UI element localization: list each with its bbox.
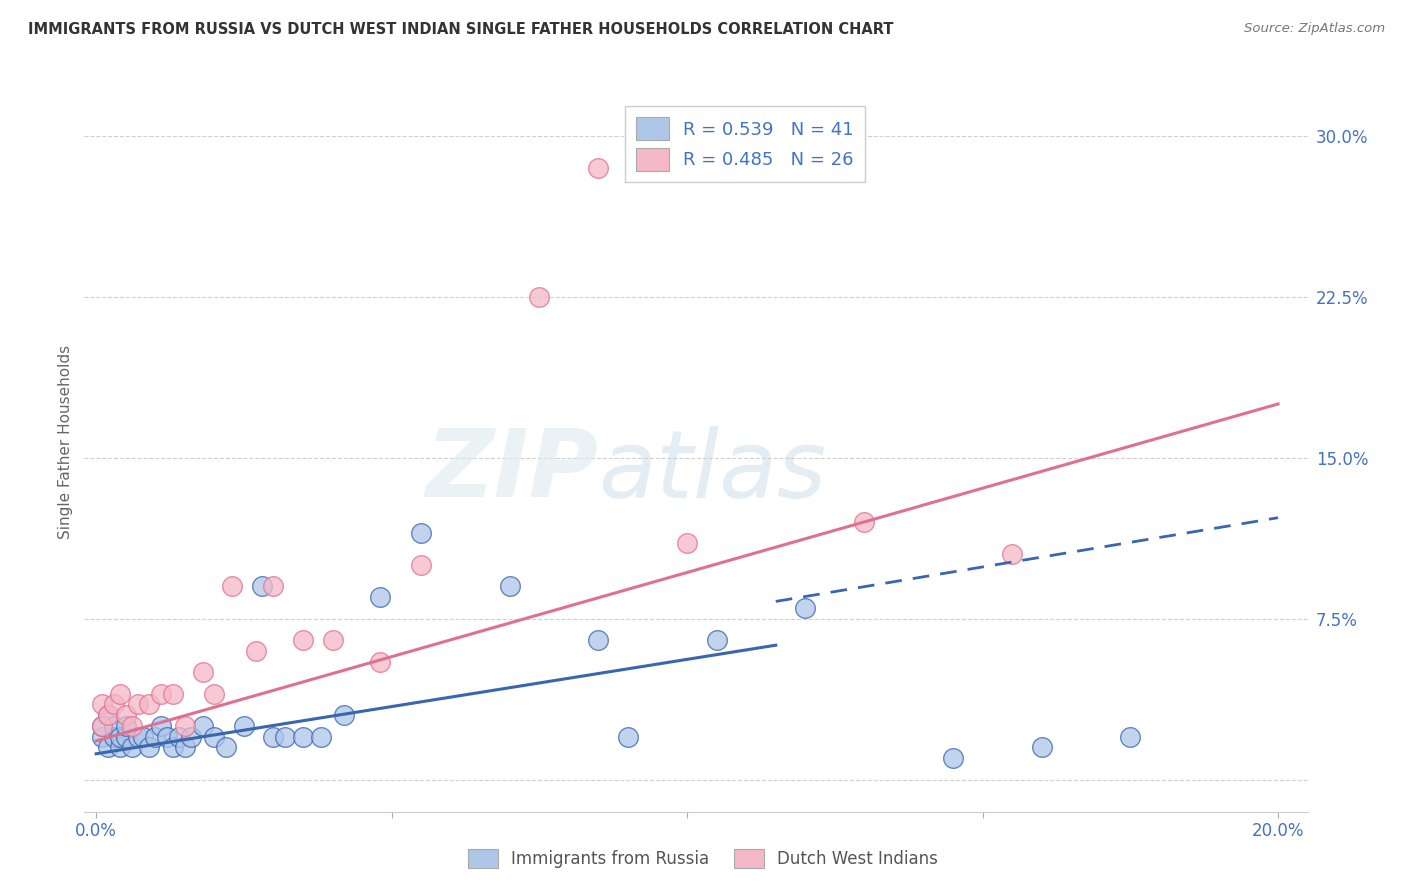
Dutch West Indians [368, 655, 391, 669]
Immigrants from Russia [309, 730, 332, 744]
Dutch West Indians [108, 687, 131, 701]
Immigrants from Russia [103, 730, 125, 744]
Dutch West Indians [173, 719, 195, 733]
Dutch West Indians [262, 579, 284, 593]
Immigrants from Russia [108, 730, 131, 744]
Immigrants from Russia [162, 740, 184, 755]
Dutch West Indians [114, 708, 136, 723]
Immigrants from Russia [121, 740, 143, 755]
Immigrants from Russia [91, 730, 114, 744]
Immigrants from Russia [588, 633, 610, 648]
Dutch West Indians [411, 558, 433, 572]
Immigrants from Russia [368, 590, 391, 604]
Immigrants from Russia [108, 740, 131, 755]
Immigrants from Russia [132, 730, 155, 744]
Immigrants from Russia [794, 600, 817, 615]
Immigrants from Russia [215, 740, 238, 755]
Immigrants from Russia [274, 730, 297, 744]
Dutch West Indians [162, 687, 184, 701]
Dutch West Indians [245, 644, 267, 658]
Immigrants from Russia [333, 708, 356, 723]
Immigrants from Russia [942, 751, 965, 765]
Immigrants from Russia [1119, 730, 1142, 744]
Text: ZIP: ZIP [425, 425, 598, 517]
Dutch West Indians [191, 665, 214, 680]
Immigrants from Russia [127, 730, 149, 744]
Immigrants from Russia [138, 740, 160, 755]
Immigrants from Russia [97, 740, 120, 755]
Immigrants from Russia [91, 719, 114, 733]
Dutch West Indians [322, 633, 344, 648]
Y-axis label: Single Father Households: Single Father Households [58, 344, 73, 539]
Immigrants from Russia [292, 730, 315, 744]
Immigrants from Russia [103, 719, 125, 733]
Legend: Immigrants from Russia, Dutch West Indians: Immigrants from Russia, Dutch West India… [461, 842, 945, 875]
Dutch West Indians [91, 698, 114, 712]
Text: atlas: atlas [598, 425, 827, 516]
Immigrants from Russia [617, 730, 640, 744]
Dutch West Indians [221, 579, 243, 593]
Immigrants from Russia [706, 633, 728, 648]
Dutch West Indians [588, 161, 610, 175]
Dutch West Indians [676, 536, 699, 550]
Immigrants from Russia [97, 708, 120, 723]
Immigrants from Russia [167, 730, 190, 744]
Immigrants from Russia [180, 730, 202, 744]
Text: Source: ZipAtlas.com: Source: ZipAtlas.com [1244, 22, 1385, 36]
Dutch West Indians [138, 698, 160, 712]
Immigrants from Russia [114, 730, 136, 744]
Dutch West Indians [127, 698, 149, 712]
Dutch West Indians [97, 708, 120, 723]
Immigrants from Russia [1031, 740, 1053, 755]
Legend: R = 0.539   N = 41, R = 0.485   N = 26: R = 0.539 N = 41, R = 0.485 N = 26 [626, 106, 865, 182]
Immigrants from Russia [150, 719, 173, 733]
Dutch West Indians [91, 719, 114, 733]
Dutch West Indians [292, 633, 315, 648]
Immigrants from Russia [173, 740, 195, 755]
Dutch West Indians [202, 687, 225, 701]
Immigrants from Russia [232, 719, 254, 733]
Immigrants from Russia [156, 730, 179, 744]
Immigrants from Russia [262, 730, 284, 744]
Dutch West Indians [529, 290, 551, 304]
Dutch West Indians [1001, 547, 1024, 561]
Immigrants from Russia [114, 719, 136, 733]
Immigrants from Russia [250, 579, 273, 593]
Dutch West Indians [853, 515, 876, 529]
Immigrants from Russia [411, 525, 433, 540]
Dutch West Indians [103, 698, 125, 712]
Immigrants from Russia [499, 579, 522, 593]
Dutch West Indians [121, 719, 143, 733]
Immigrants from Russia [143, 730, 166, 744]
Immigrants from Russia [202, 730, 225, 744]
Text: IMMIGRANTS FROM RUSSIA VS DUTCH WEST INDIAN SINGLE FATHER HOUSEHOLDS CORRELATION: IMMIGRANTS FROM RUSSIA VS DUTCH WEST IND… [28, 22, 894, 37]
Immigrants from Russia [191, 719, 214, 733]
Dutch West Indians [150, 687, 173, 701]
